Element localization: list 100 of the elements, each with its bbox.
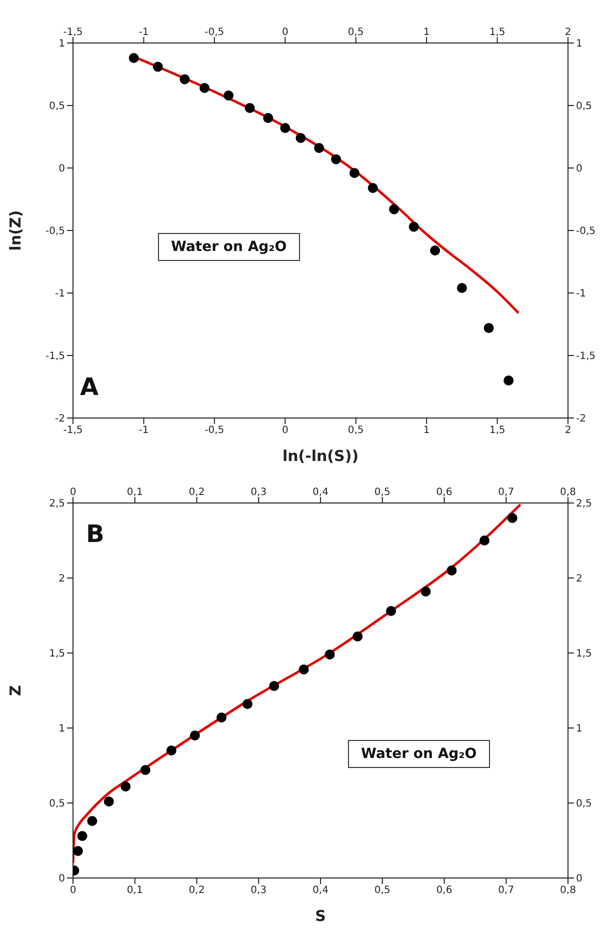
y-tick-label: -1 [55, 288, 65, 300]
x-tick-label: 0,4 [312, 487, 328, 498]
point [77, 831, 88, 841]
y-tick-label: -1,5 [45, 351, 65, 362]
x-tick-label: 1 [423, 27, 430, 38]
x2-tick-label: 2 [564, 425, 572, 436]
point [296, 133, 306, 143]
x2-tick-label: 1 [423, 425, 430, 436]
x2-tick-label: -1 [138, 425, 149, 436]
point [420, 586, 431, 596]
point [263, 113, 274, 123]
y2-tick-label: 0 [576, 874, 582, 885]
point [140, 765, 150, 775]
point [200, 83, 210, 93]
y-tick-label: 0,5 [49, 798, 65, 810]
point [408, 222, 419, 232]
point [166, 746, 176, 756]
point [314, 143, 324, 153]
x-tick-label: 0,3 [250, 487, 267, 498]
y2-tick-label: -2 [576, 414, 586, 425]
x2-tick-label: 0,2 [188, 885, 205, 896]
x2-tick-label: 0,6 [436, 885, 452, 896]
y-tick-label: -2 [55, 414, 65, 425]
point [128, 53, 139, 63]
y2-tick-label: 1 [576, 38, 582, 50]
x-tick-label: 0,6 [436, 487, 452, 498]
x-tick-label: -1 [138, 27, 149, 38]
point [152, 62, 163, 72]
x2-tick-label: -0,5 [204, 425, 224, 436]
x-tick-label: 2 [564, 27, 572, 38]
point [504, 376, 514, 386]
y-tick-label: 1,5 [49, 648, 65, 660]
x-tick-label: 0,7 [498, 487, 514, 498]
point [298, 664, 309, 674]
point [386, 606, 396, 616]
x2-tick-label: 0,5 [374, 885, 390, 896]
x-tick-label: 0,5 [348, 27, 364, 38]
y2-tick-label: 0,5 [576, 798, 592, 810]
x2-tick-label: 0,1 [126, 885, 143, 896]
y2-tick-label: -1,5 [576, 351, 596, 362]
x-tick-label: 0 [70, 487, 76, 498]
x2-tick-label: 0 [70, 885, 76, 896]
x-axis-title: ln(-ln(S)) [282, 447, 359, 465]
point [269, 681, 280, 691]
y-tick-label: 2,5 [49, 498, 65, 510]
point [180, 74, 190, 84]
point [349, 168, 360, 178]
x-axis-title: S [315, 907, 326, 925]
x-tick-label: 0,1 [126, 487, 143, 498]
point [484, 323, 494, 333]
y2-tick-label: 2 [576, 574, 582, 585]
y-tick-label: 0,5 [49, 101, 65, 112]
point [446, 566, 457, 576]
point [120, 782, 131, 792]
point [73, 846, 83, 856]
y2-tick-label: -0,5 [576, 226, 596, 238]
point [216, 712, 226, 722]
x2-tick-label: 0,4 [312, 885, 328, 896]
y2-tick-label: 0 [576, 164, 582, 175]
x2-tick-label: 0,3 [250, 885, 267, 896]
x-tick-label: -0,5 [204, 27, 224, 38]
y2-tick-label: 1,5 [576, 648, 592, 660]
y-axis-title: Z [6, 684, 24, 696]
x2-tick-label: 0,5 [348, 425, 364, 436]
annotation: Water on Ag₂O [348, 740, 490, 768]
y-tick-label: 0 [58, 164, 65, 175]
x-tick-label: 1,5 [489, 27, 506, 38]
x-tick-label: 0 [282, 27, 288, 38]
x-tick-label: 0,5 [374, 487, 390, 498]
point [190, 730, 200, 740]
y-tick-label: 2 [58, 574, 65, 585]
point [224, 90, 234, 100]
y2-tick-label: 2,5 [576, 498, 592, 510]
point [389, 204, 400, 214]
annotation: Water on Ag₂O [158, 233, 300, 261]
y-tick-label: 1 [58, 724, 65, 735]
point [479, 536, 490, 546]
point [352, 632, 363, 642]
y2-tick-label: 1 [576, 724, 582, 735]
point [507, 513, 518, 523]
point [87, 816, 98, 826]
x-tick-label: 0,2 [188, 487, 205, 498]
annotation: A [80, 373, 99, 401]
y2-tick-label: 0,5 [576, 101, 592, 112]
point [456, 283, 467, 293]
point [368, 183, 378, 193]
y-tick-label: -0,5 [45, 226, 65, 238]
x-tick-label: 0,8 [560, 487, 576, 498]
y2-tick-label: -1 [576, 288, 586, 300]
y-tick-label: 0 [58, 874, 65, 885]
y-tick-label: 1 [58, 38, 65, 50]
y-axis-title: ln(Z) [6, 210, 24, 251]
point [242, 699, 252, 709]
x2-tick-label: 0,8 [560, 885, 576, 896]
point [104, 796, 114, 806]
x2-tick-label: 0 [282, 425, 288, 436]
point [331, 154, 342, 164]
line-series [73, 503, 522, 864]
point [280, 123, 290, 133]
x2-tick-label: 1,5 [489, 425, 506, 436]
